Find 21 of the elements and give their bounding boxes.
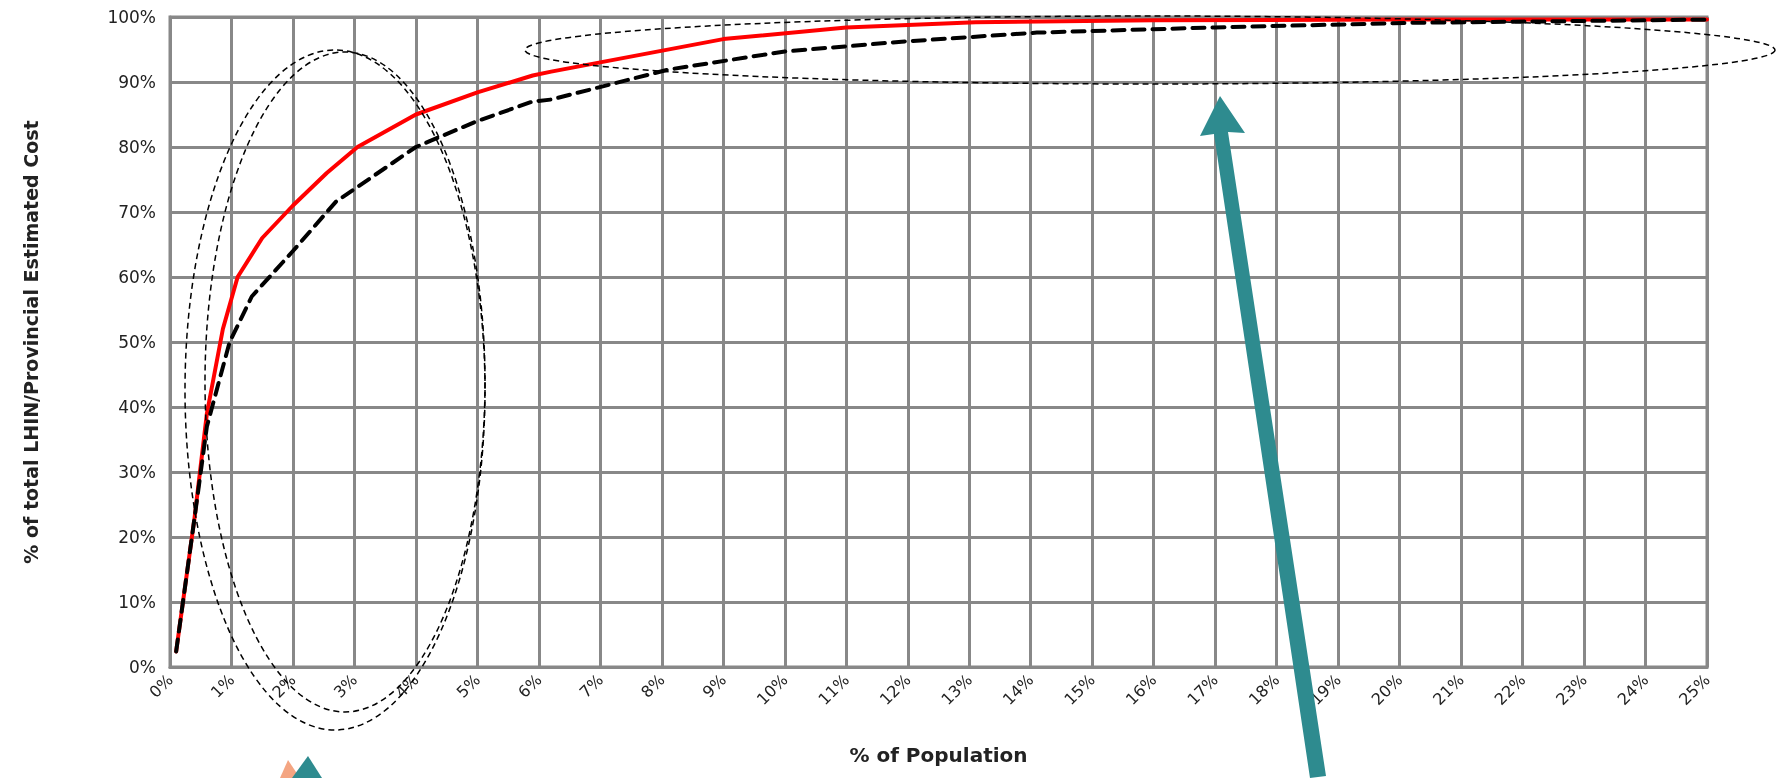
x-tick-label: 9% bbox=[698, 670, 731, 702]
x-tick-label: 8% bbox=[637, 670, 669, 702]
y-tick-label: 60% bbox=[118, 267, 156, 287]
y-tick-label: 0% bbox=[129, 657, 156, 677]
y-tick-label: 100% bbox=[107, 7, 156, 27]
x-tick-label: 7% bbox=[575, 670, 608, 702]
x-tick-label: 1% bbox=[206, 670, 239, 702]
y-tick-label: 10% bbox=[118, 592, 156, 612]
y-tick-label: 40% bbox=[118, 397, 156, 417]
y-tick-label: 90% bbox=[118, 72, 156, 92]
x-tick-label: 2% bbox=[268, 670, 300, 702]
x-tick-label: 5% bbox=[452, 670, 485, 702]
y-tick-label: 50% bbox=[118, 332, 156, 352]
y-tick-label: 70% bbox=[118, 202, 156, 222]
y-tick-label: 30% bbox=[118, 462, 156, 482]
y-tick-label: 80% bbox=[118, 137, 156, 157]
x-axis-title: % of Population bbox=[849, 743, 1028, 767]
y-tick-label: 20% bbox=[118, 527, 156, 547]
x-tick-label: 6% bbox=[514, 670, 546, 702]
y-axis-title: % of total LHIN/Provincial Estimated Cost bbox=[19, 120, 42, 564]
x-tick-label: 3% bbox=[329, 670, 362, 702]
